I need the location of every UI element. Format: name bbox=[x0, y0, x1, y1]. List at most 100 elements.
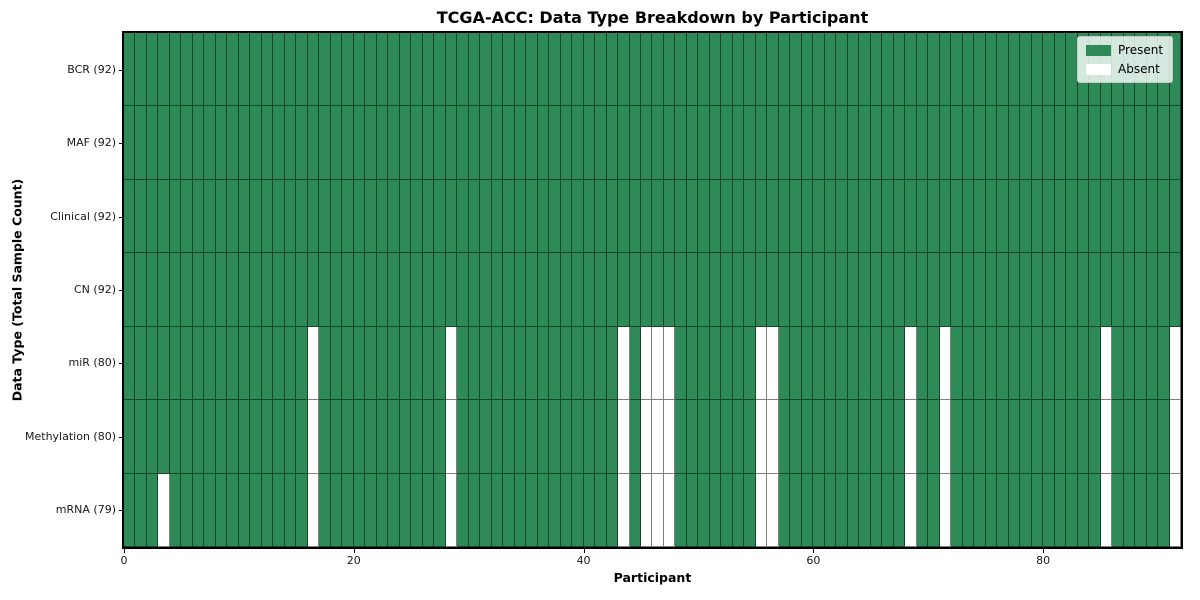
heatmap-cell bbox=[526, 179, 538, 254]
heatmap-cell bbox=[951, 326, 963, 401]
heatmap-cell bbox=[503, 253, 515, 327]
heatmap-cell bbox=[169, 400, 182, 474]
heatmap-cell bbox=[606, 400, 619, 474]
heatmap-cell bbox=[1146, 179, 1159, 254]
heatmap-cell bbox=[549, 253, 561, 327]
y-tick-label: BCR (92) bbox=[67, 62, 116, 76]
heatmap-cell bbox=[755, 106, 768, 180]
heatmap-cell bbox=[238, 179, 251, 254]
heatmap-cell bbox=[801, 253, 814, 327]
heatmap-cell bbox=[135, 179, 147, 254]
heatmap-cell bbox=[778, 400, 791, 474]
heatmap-cell bbox=[376, 326, 389, 401]
heatmap-cell bbox=[755, 253, 768, 327]
heatmap-cell bbox=[422, 33, 435, 107]
heatmap-cell bbox=[629, 400, 641, 474]
heatmap-cell bbox=[284, 179, 297, 254]
heatmap-cell bbox=[491, 106, 504, 180]
heatmap-cell bbox=[859, 33, 871, 107]
x-tick-label: 40 bbox=[576, 554, 591, 567]
heatmap-cell bbox=[951, 473, 963, 547]
heatmap-cell bbox=[491, 253, 504, 327]
heatmap-cell bbox=[1031, 400, 1044, 474]
heatmap-cell bbox=[388, 473, 400, 547]
heatmap-cell bbox=[1112, 179, 1124, 254]
heatmap-cell bbox=[537, 473, 550, 547]
heatmap-cell bbox=[261, 179, 274, 254]
heatmap-cell bbox=[434, 33, 446, 107]
heatmap-cell bbox=[135, 106, 147, 180]
heatmap-cell bbox=[457, 400, 469, 474]
heatmap-cell bbox=[641, 33, 653, 107]
heatmap-cell bbox=[445, 106, 458, 180]
heatmap-cell bbox=[514, 253, 527, 327]
heatmap-cell bbox=[146, 253, 159, 327]
heatmap-cell bbox=[250, 473, 262, 547]
heatmap-cell bbox=[330, 253, 343, 327]
heatmap-cell bbox=[583, 473, 596, 547]
heatmap-cell bbox=[1146, 326, 1159, 401]
heatmap-cell bbox=[514, 33, 527, 107]
heatmap-cell bbox=[1020, 473, 1032, 547]
heatmap-cell bbox=[1100, 400, 1113, 474]
heatmap-cell bbox=[399, 253, 412, 327]
heatmap-cell bbox=[1008, 33, 1021, 107]
heatmap-cell bbox=[813, 326, 825, 401]
heatmap-cell bbox=[962, 33, 975, 107]
heatmap-cell bbox=[836, 326, 848, 401]
heatmap-cell bbox=[721, 106, 733, 180]
heatmap-cell bbox=[560, 33, 573, 107]
heatmap-cell bbox=[192, 473, 205, 547]
heatmap-cell bbox=[192, 326, 205, 401]
heatmap-cell bbox=[813, 400, 825, 474]
y-tick-mark bbox=[119, 363, 123, 365]
heatmap-cell bbox=[1031, 326, 1044, 401]
heatmap-cell bbox=[330, 473, 343, 547]
heatmap-cell bbox=[192, 106, 205, 180]
heatmap-cell bbox=[169, 253, 182, 327]
heatmap-cell bbox=[399, 326, 412, 401]
heatmap-cell bbox=[1043, 400, 1055, 474]
heatmap-cell bbox=[330, 33, 343, 107]
heatmap-cell bbox=[801, 326, 814, 401]
heatmap-cell bbox=[709, 473, 722, 547]
heatmap-cell bbox=[1077, 400, 1090, 474]
heatmap-cell bbox=[824, 33, 837, 107]
heatmap-cell bbox=[1043, 33, 1055, 107]
heatmap-cell bbox=[549, 326, 561, 401]
heatmap-cell bbox=[399, 400, 412, 474]
heatmap-cell bbox=[686, 253, 699, 327]
heatmap-cell bbox=[893, 473, 906, 547]
heatmap-cell bbox=[284, 253, 297, 327]
heatmap-cell bbox=[1089, 179, 1101, 254]
heatmap-cell bbox=[146, 473, 159, 547]
heatmap-cell bbox=[273, 326, 285, 401]
heatmap-cell bbox=[124, 253, 136, 327]
heatmap-cell bbox=[997, 33, 1009, 107]
heatmap-cell bbox=[641, 400, 653, 474]
y-tick-label: miR (80) bbox=[68, 356, 117, 370]
heatmap-cell bbox=[1066, 179, 1078, 254]
x-tick-label: 0 bbox=[120, 554, 128, 567]
heatmap-cell bbox=[169, 473, 182, 547]
heatmap-cell bbox=[319, 33, 331, 107]
heatmap-cell bbox=[824, 253, 837, 327]
heatmap-cell bbox=[732, 473, 745, 547]
heatmap-cell bbox=[238, 326, 251, 401]
heatmap-cell bbox=[675, 253, 687, 327]
heatmap-cell bbox=[307, 326, 320, 401]
heatmap-cell bbox=[1020, 400, 1032, 474]
heatmap-cell bbox=[124, 33, 136, 107]
heatmap-cell bbox=[951, 253, 963, 327]
heatmap-cell bbox=[1054, 33, 1067, 107]
heatmap-cell bbox=[169, 326, 182, 401]
x-tick-label: 60 bbox=[806, 554, 821, 567]
heatmap-cell bbox=[790, 326, 802, 401]
heatmap-cell bbox=[215, 33, 228, 107]
heatmap-cell bbox=[755, 400, 768, 474]
heatmap-cell bbox=[583, 33, 596, 107]
heatmap-cell bbox=[445, 473, 458, 547]
heatmap-cell bbox=[296, 179, 308, 254]
heatmap-cell bbox=[273, 106, 285, 180]
